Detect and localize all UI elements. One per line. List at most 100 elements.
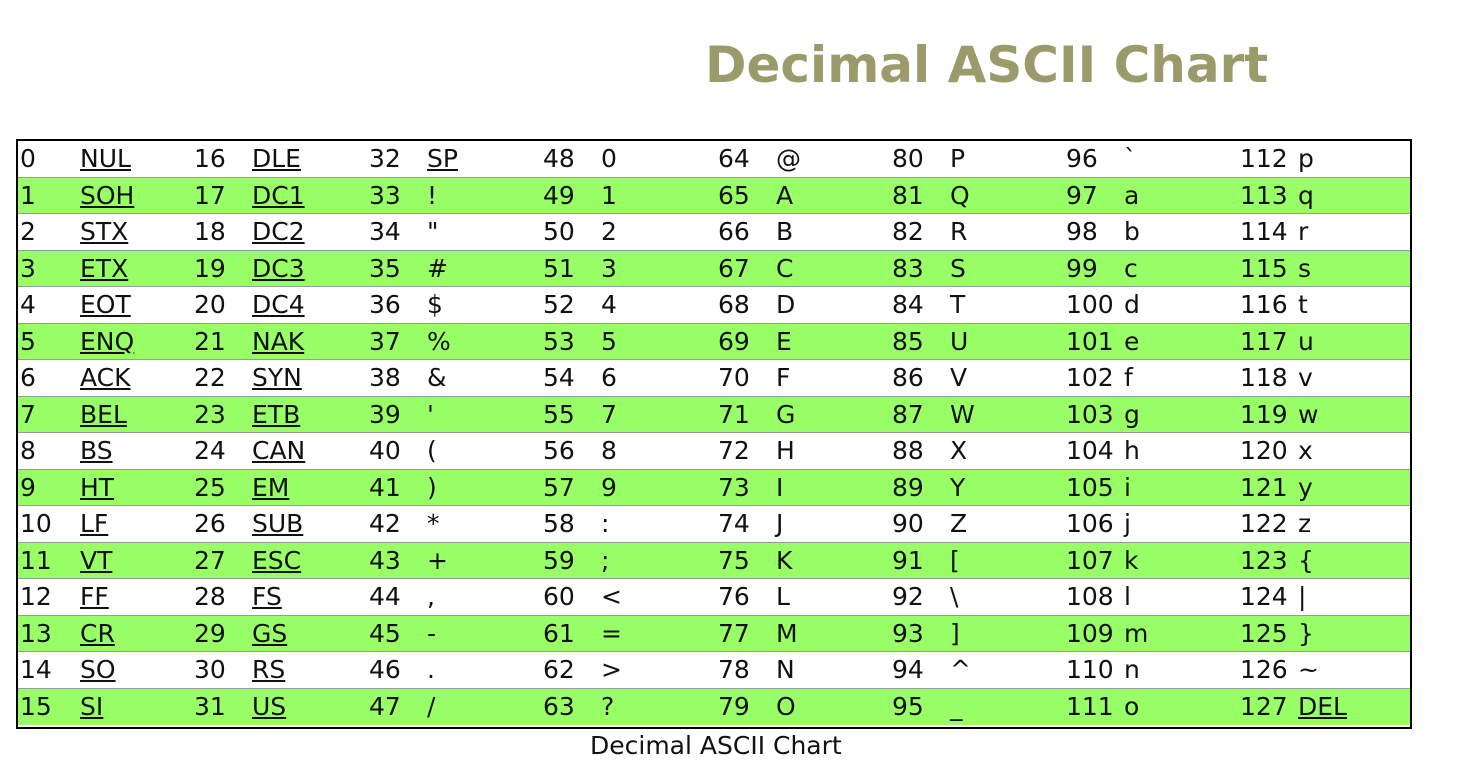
control-char-link[interactable]: HT xyxy=(80,472,115,502)
control-char-link[interactable]: SI xyxy=(80,691,104,721)
ascii-char: 3 xyxy=(601,253,617,283)
control-char-link[interactable]: CAN xyxy=(252,436,306,465)
decimal-code: 71 xyxy=(718,399,750,429)
decimal-code: 65 xyxy=(718,180,750,210)
decimal-code: 117 xyxy=(1240,326,1288,356)
ascii-char: 0 xyxy=(601,144,617,173)
ascii-char: C xyxy=(776,253,794,283)
decimal-code: 62 xyxy=(543,655,575,684)
ascii-char: N xyxy=(776,655,795,684)
control-char-link[interactable]: BS xyxy=(80,436,113,465)
ascii-char: U xyxy=(950,326,969,356)
ascii-char: i xyxy=(1124,472,1131,502)
table-row: 13 CR 29 GS 45- 61 = 77 M 93] 109 m 125} xyxy=(18,615,1410,652)
ascii-char: < xyxy=(601,582,622,611)
ascii-char: s xyxy=(1298,253,1312,283)
table-row: 7 BEL 23 ETB 39 ' 55 7 71 G 87 W 103 g 119 w xyxy=(18,396,1410,433)
ascii-char: | xyxy=(1298,582,1307,611)
control-char-link[interactable]: ACK xyxy=(80,363,131,392)
ascii-char: w xyxy=(1298,399,1319,429)
decimal-code: 124 xyxy=(1240,582,1288,611)
decimal-code: 78 xyxy=(718,655,750,684)
ascii-char: [ xyxy=(950,545,960,575)
table-row: 3 ETX 19 DC3 35 #51 3 67 C 83 S 99 c 115 s xyxy=(18,250,1410,287)
control-char-link[interactable]: ENQ xyxy=(80,326,135,356)
ascii-char: B xyxy=(776,217,794,246)
decimal-code: 73 xyxy=(718,472,750,502)
control-char-link[interactable]: NAK xyxy=(252,326,305,356)
control-char-link[interactable]: DC2 xyxy=(252,217,305,246)
control-char-link[interactable]: ETB xyxy=(252,399,301,429)
control-char-link[interactable]: SYN xyxy=(252,363,302,392)
decimal-code: 79 xyxy=(718,691,750,721)
control-char-link[interactable]: DLE xyxy=(252,144,301,173)
decimal-code: 55 xyxy=(543,399,575,429)
control-char-link[interactable]: SO xyxy=(80,655,116,684)
control-char-link[interactable]: RS xyxy=(252,655,286,684)
decimal-code: 112 xyxy=(1240,144,1288,173)
table-row: 15 SI 31 US 47 / 63? 79 O 95 _ 111 o 127 DEL xyxy=(18,688,1410,725)
ascii-char: W xyxy=(950,399,975,429)
decimal-code: 76 xyxy=(718,582,750,611)
control-char-link[interactable]: STX xyxy=(80,217,129,246)
decimal-code: 119 xyxy=(1240,399,1288,429)
decimal-code: 67 xyxy=(718,253,750,283)
control-char-link[interactable]: VT xyxy=(80,545,113,575)
decimal-code: 14 xyxy=(20,655,52,684)
control-char-link[interactable]: ETX xyxy=(80,253,129,283)
decimal-code: 120 xyxy=(1240,436,1288,465)
control-char-link[interactable]: FS xyxy=(252,582,282,611)
control-char-link[interactable]: SP xyxy=(427,144,458,173)
ascii-char: r xyxy=(1298,217,1309,246)
control-char-link[interactable]: BEL xyxy=(80,399,127,429)
ascii-char: 1 xyxy=(601,180,617,210)
ascii-char: E xyxy=(776,326,792,356)
decimal-code: 41 xyxy=(369,472,401,502)
decimal-code: 30 xyxy=(194,655,226,684)
control-char-link[interactable]: CR xyxy=(80,618,115,648)
ascii-char: # xyxy=(427,253,448,283)
decimal-code: 56 xyxy=(543,436,575,465)
ascii-char: , xyxy=(427,582,435,611)
ascii-char: . xyxy=(427,655,435,684)
control-char-link[interactable]: US xyxy=(252,691,287,721)
table-row: 2 STX 18 DC2 34 " 50 2 66 B 82 R 98 b 114 r xyxy=(18,214,1410,251)
decimal-code: 18 xyxy=(194,217,226,246)
table-row: 10 LF 26 SUB 42 * 58: 74 J 90 Z 106 j 122 z xyxy=(18,506,1410,543)
control-char-link[interactable]: ESC xyxy=(252,545,302,575)
decimal-code: 39 xyxy=(369,399,401,429)
ascii-char: g xyxy=(1124,399,1140,429)
ascii-char: ^ xyxy=(950,655,971,684)
control-char-link[interactable]: NUL xyxy=(80,144,131,173)
control-char-link[interactable]: FF xyxy=(80,582,109,611)
ascii-char: / xyxy=(427,691,436,721)
ascii-char: L xyxy=(776,582,790,611)
control-char-link[interactable]: DEL xyxy=(1298,691,1347,721)
control-char-link[interactable]: GS xyxy=(252,618,288,648)
decimal-code: 104 xyxy=(1066,436,1114,465)
decimal-code: 60 xyxy=(543,582,575,611)
control-char-link[interactable]: SUB xyxy=(252,509,304,538)
decimal-code: 9 xyxy=(20,472,36,502)
decimal-code: 58 xyxy=(543,509,575,538)
ascii-char: o xyxy=(1124,691,1140,721)
decimal-code: 17 xyxy=(194,180,226,210)
ascii-char: * xyxy=(427,509,440,538)
ascii-char: - xyxy=(427,618,437,648)
control-char-link[interactable]: EOT xyxy=(80,290,131,319)
decimal-code: 99 xyxy=(1066,253,1098,283)
control-char-link[interactable]: EM xyxy=(252,472,290,502)
decimal-code: 50 xyxy=(543,217,575,246)
table-row: 6 ACK 22 SYN 38 & 54 6 70 F 86 V 102 f 118 v xyxy=(18,360,1410,397)
control-char-link[interactable]: LF xyxy=(80,509,109,538)
ascii-char: T xyxy=(950,290,966,319)
control-char-link[interactable]: DC3 xyxy=(252,253,305,283)
ascii-char: ) xyxy=(427,472,437,502)
ascii-char: " xyxy=(427,217,439,246)
decimal-code: 3 xyxy=(20,253,36,283)
control-char-link[interactable]: SOH xyxy=(80,180,135,210)
control-char-link[interactable]: DC1 xyxy=(252,180,305,210)
ascii-char: I xyxy=(776,472,784,502)
decimal-code: 102 xyxy=(1066,363,1114,392)
control-char-link[interactable]: DC4 xyxy=(252,290,305,319)
